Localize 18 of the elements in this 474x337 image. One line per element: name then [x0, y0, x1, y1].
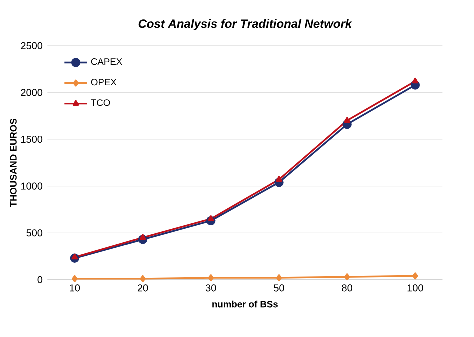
- x-tick-label: 20: [138, 284, 148, 292]
- y-axis-title: THOUSAND EUROS: [10, 118, 17, 208]
- x-tick-label: 100: [408, 284, 424, 292]
- y-tick-label: 500: [26, 230, 43, 237]
- x-tick-label: 50: [274, 284, 284, 292]
- x-tick-label: 30: [206, 284, 216, 292]
- x-axis-title: number of BSs: [212, 300, 278, 308]
- y-tick-label: 0: [38, 276, 43, 284]
- x-tick-label: 10: [70, 284, 80, 292]
- y-tick-label: 1000: [21, 182, 43, 190]
- legend-label: CAPEX: [91, 58, 122, 66]
- x-tick-label: 80: [342, 284, 352, 292]
- y-tick-label: 2000: [21, 89, 43, 96]
- chart-title: Cost Analysis for Traditional Network: [138, 19, 353, 31]
- legend-label: TCO: [91, 100, 110, 106]
- y-tick-label: 1500: [21, 136, 43, 144]
- legend-label: OPEX: [91, 79, 117, 86]
- y-tick-label: 2500: [21, 42, 43, 50]
